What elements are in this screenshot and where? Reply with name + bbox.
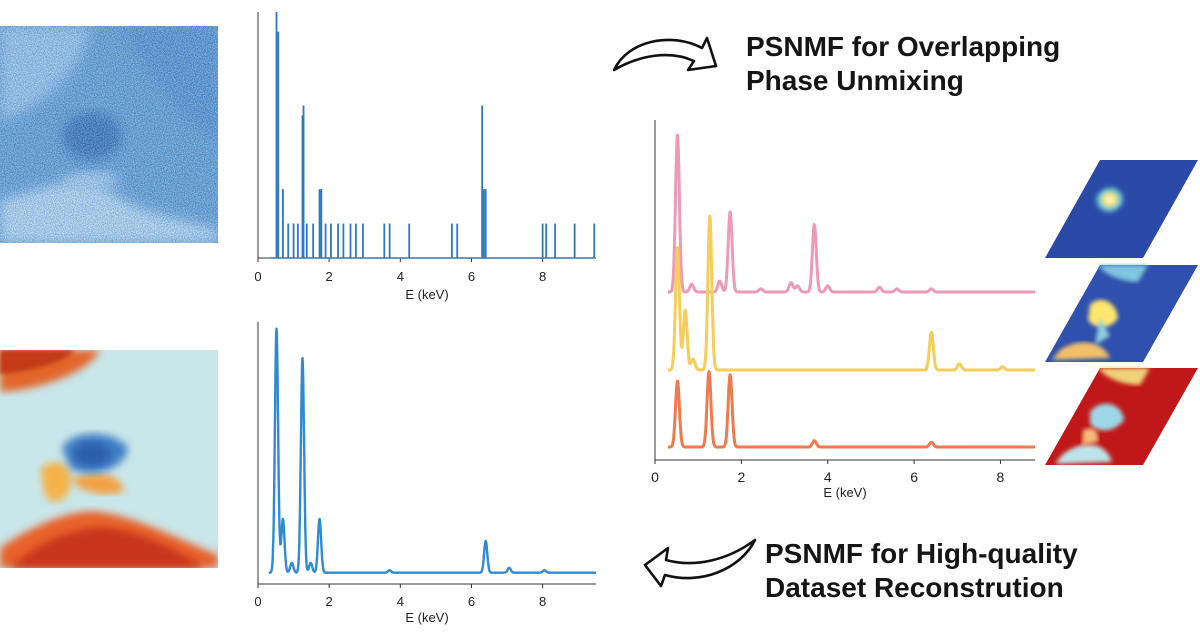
x-tick-label: 2 [326, 269, 333, 284]
raw-spectrum-xlabel: E (keV) [405, 287, 448, 302]
x-tick-label: 4 [397, 594, 404, 609]
reconstructed-spectrum-line [267, 327, 597, 574]
curved-arrow-icon [643, 538, 757, 588]
reconstructed-spectrum-chart: 0 2 4 6 8 E (keV) [254, 322, 596, 625]
x-tick-label: 0 [254, 269, 261, 284]
reconstruction-caption-line-1: PSNMF for High-quality [765, 538, 1078, 569]
reconstructed-map [0, 350, 218, 568]
reconstruction-caption: PSNMF for High-quality Dataset Reconstru… [765, 537, 1078, 605]
unmixing-caption-line-1: PSNMF for Overlapping [746, 31, 1061, 62]
component-map-1 [1045, 160, 1198, 258]
x-tick-label: 6 [468, 594, 475, 609]
component-spectrum-line-1 [666, 133, 1037, 294]
component-spectrum-line-3 [666, 370, 1037, 449]
reconstructed-spectrum-xlabel: E (keV) [405, 610, 448, 625]
reconstruction-caption-line-2: Dataset Reconstrution [765, 572, 1064, 603]
curved-arrow-icon [612, 36, 718, 72]
component-map-3 [1045, 368, 1198, 465]
x-tick-label: 4 [397, 269, 404, 284]
unmixing-caption: PSNMF for Overlapping Phase Unmixing [746, 30, 1060, 98]
x-tick-label: 0 [651, 469, 659, 485]
component-spectrum-line-2 [666, 214, 1037, 372]
x-tick-label: 6 [468, 269, 475, 284]
x-tick-label: 8 [997, 469, 1005, 485]
x-tick-label: 8 [539, 594, 546, 609]
raw-element-map [0, 26, 218, 243]
components-spectrum-xlabel: E (keV) [823, 485, 866, 500]
x-tick-label: 0 [254, 594, 261, 609]
x-tick-label: 2 [326, 594, 333, 609]
component-maps [1045, 160, 1198, 465]
unmixing-caption-line-2: Phase Unmixing [746, 65, 964, 96]
x-tick-label: 2 [737, 469, 745, 485]
x-tick-label: 8 [539, 269, 546, 284]
x-tick-label: 4 [824, 469, 832, 485]
x-tick-label: 6 [910, 469, 918, 485]
component-map-2 [1045, 265, 1198, 362]
components-spectrum-chart: 0 2 4 6 8 E (keV) [651, 120, 1035, 500]
